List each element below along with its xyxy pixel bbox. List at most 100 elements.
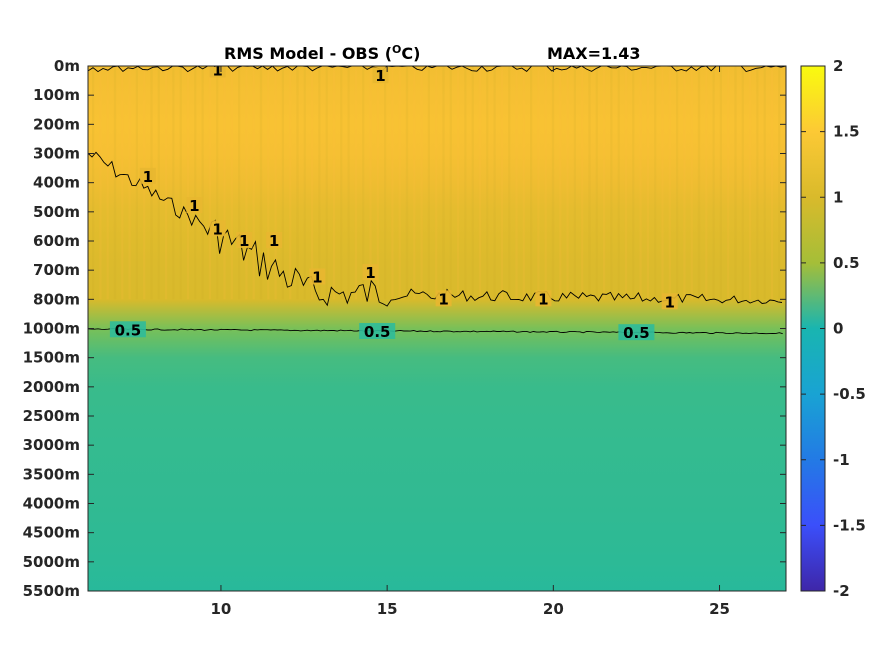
heatmap-stripe (734, 66, 737, 300)
heatmap-stripe (354, 66, 357, 300)
colorbar-axis: 2 1.5 1 0.5 0 -0.5 -1 -1.5 -2 (801, 57, 866, 600)
contour-label: 0.5 (623, 324, 650, 342)
heatmap-stripe (588, 66, 591, 300)
y-tick-label: 1500m (23, 349, 80, 367)
contour-label-bg (309, 268, 326, 285)
y-tick-label: 700m (33, 261, 80, 279)
contour-label: 1 (239, 232, 249, 250)
heatmap-stripe (362, 66, 365, 300)
heatmap-stripe (530, 66, 533, 300)
heatmap-stripe (391, 66, 394, 300)
heatmap-stripe (252, 66, 255, 300)
contour-line-0.5 (88, 328, 783, 335)
contour-label: 1 (212, 220, 222, 238)
heatmap-stripe (267, 66, 270, 300)
heatmap-stripe (770, 66, 774, 300)
y-tick-label: 1000m (23, 320, 80, 338)
colorbar-tick-label: -1.5 (833, 516, 866, 534)
heatmap-stripe (413, 66, 416, 300)
heatmap-stripe (274, 66, 277, 300)
y-tick-label: 3000m (23, 436, 80, 454)
contour-label-bg (266, 232, 283, 248)
heatmap-stripe (245, 66, 248, 300)
heatmap-stripe (727, 66, 730, 300)
heatmap-stripe (661, 66, 664, 300)
colorbar-tick-label: 1 (833, 188, 843, 206)
contour-label: 1 (664, 293, 674, 311)
heatmap-stripe (756, 66, 759, 300)
contour-label: 1 (189, 197, 199, 215)
heatmap-stripe (610, 66, 613, 300)
contour-label-bg (139, 167, 156, 184)
heatmap-stripe (486, 66, 489, 300)
heatmap-stripe (749, 66, 752, 300)
y-tick-label: 2000m (23, 378, 80, 396)
heatmap-stripe (194, 66, 197, 300)
heatmap-stripe (449, 66, 452, 300)
heatmap-stripe (113, 66, 117, 300)
y-tick-label: 3500m (23, 465, 80, 483)
heatmap-stripe (289, 66, 292, 300)
x-tick-label: 25 (709, 600, 730, 618)
heatmap-stripe (157, 66, 160, 300)
heatmap-stripe (179, 66, 182, 300)
x-tick-label: 10 (211, 600, 232, 618)
heatmap-stripes (92, 66, 786, 300)
heatmap-stripe (99, 66, 102, 300)
heatmap-stripe (318, 66, 321, 300)
colorbar-tick-label: 0.5 (833, 254, 860, 272)
heatmap-stripe (515, 66, 518, 300)
heatmap-stripe (135, 66, 138, 300)
heatmap-stripe (683, 66, 686, 300)
y-tick-label: 4000m (23, 495, 80, 513)
y-tick-label: 300m (33, 145, 80, 163)
x-axis: 10 15 20 25 (211, 66, 730, 618)
contour-label-bg (661, 293, 678, 310)
y-tick-label: 0m (54, 57, 80, 75)
contour-label-bg (372, 67, 389, 84)
contour-label-bg (109, 321, 146, 338)
contour-label-bg (618, 324, 655, 341)
y-tick-label: 800m (33, 290, 80, 308)
contour-label: 1 (538, 290, 548, 308)
heatmap-stripe (668, 66, 671, 300)
heatmap-stripe (376, 66, 379, 300)
heatmap-stripe (566, 66, 569, 300)
contour-label-bg (435, 290, 452, 307)
contour-label: 1 (312, 269, 322, 287)
heatmap-stripe (165, 66, 168, 300)
contour-label-bg (209, 66, 226, 78)
heatmap-stripe (172, 66, 175, 300)
y-tick-label: 2500m (23, 407, 80, 425)
y-tick-label: 5500m (23, 582, 80, 600)
heatmap-stripe (259, 66, 263, 300)
heatmap-stripe (639, 66, 642, 300)
contour-label: 0.5 (115, 321, 142, 339)
heatmap-stripe (581, 66, 584, 300)
heatmap-stripe (719, 66, 722, 300)
heatmap-stripe (500, 66, 503, 300)
heatmap-stripe (551, 66, 555, 300)
heatmap-stripe (325, 66, 328, 300)
y-tick-label: 5000m (23, 553, 80, 571)
heatmap-stripe (493, 66, 496, 300)
colorbar-tick-label: 0 (833, 320, 843, 338)
heatmap-stripe (471, 66, 474, 300)
colorbar-tick-label: -0.5 (833, 385, 866, 403)
heatmap-stripe (340, 66, 343, 300)
colorbar-tick-label: 2 (833, 57, 843, 75)
heatmap-stripe (223, 66, 226, 300)
heatmap-stripe (778, 66, 781, 300)
heatmap-stripe (478, 66, 482, 300)
heatmap-stripe (690, 66, 693, 300)
heatmap-stripe (624, 66, 628, 300)
heatmap-stripe (632, 66, 635, 300)
contour-label-bg (209, 220, 226, 237)
heatmap-stripe (427, 66, 430, 300)
heatmap-stripe (654, 66, 657, 300)
heatmap-stripe (646, 66, 649, 300)
heatmap-stripe (442, 66, 445, 300)
contour-label-bg (362, 264, 379, 281)
